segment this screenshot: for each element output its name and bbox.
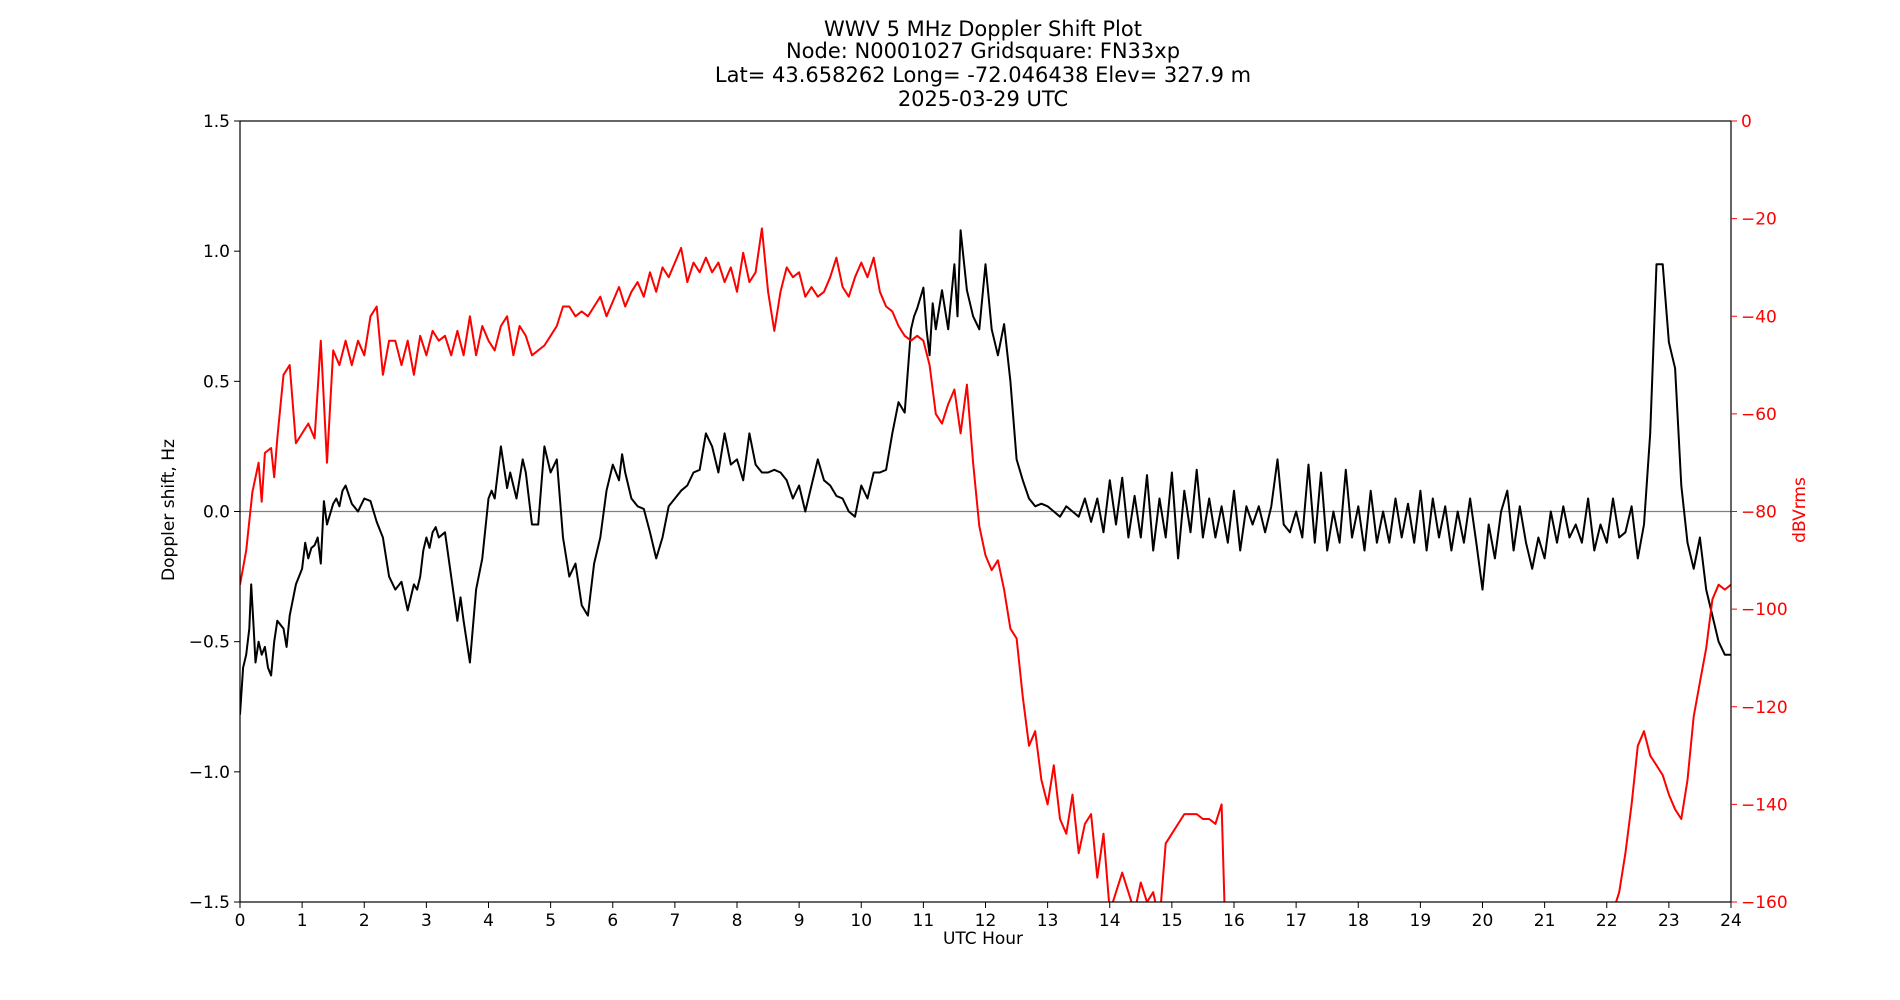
y-left-tick-label: 0.0 (203, 503, 230, 523)
x-tick-label: 8 (732, 911, 743, 931)
x-tick-label: 19 (1410, 911, 1432, 931)
x-tick-label: 22 (1596, 911, 1618, 931)
x-axis-label: UTC Hour (943, 929, 1023, 949)
x-tick-label: 15 (1161, 911, 1183, 931)
x-tick-label: 9 (794, 911, 805, 931)
y-left-tick-label: −1.0 (189, 763, 230, 783)
x-tick-label: 20 (1472, 911, 1494, 931)
x-tick-label: 2 (359, 911, 370, 931)
x-tick-label: 1 (297, 911, 308, 931)
chart-title: WWV 5 MHz Doppler Shift Plot Node: N0001… (715, 17, 1251, 111)
x-tick-label: 12 (975, 911, 997, 931)
x-tick-label: 17 (1285, 911, 1307, 931)
y-right-tick-label: −140 (1741, 795, 1788, 815)
y-axis-label-right: dBVrms (1790, 477, 1810, 543)
x-tick-label: 5 (545, 911, 556, 931)
x-tick-label: 23 (1658, 911, 1680, 931)
y-axis-left: 1.5 1.0 0.5 0.0 −0.5 −1.0 −1.5 (189, 112, 240, 913)
y-right-tick-label: −60 (1741, 405, 1777, 425)
y-right-tick-label: −120 (1741, 698, 1788, 718)
x-tick-label: 18 (1347, 911, 1369, 931)
y-axis-right: 0 −20 −40 −60 −80 −100 −120 −140 −160 (1731, 112, 1788, 913)
x-tick-label: 16 (1223, 911, 1245, 931)
chart-title-line-2: Node: N0001027 Gridsquare: FN33xp (786, 39, 1180, 63)
y-right-tick-label: 0 (1741, 112, 1752, 132)
y-left-tick-label: −0.5 (189, 633, 230, 653)
y-left-tick-label: 1.5 (203, 112, 230, 132)
x-tick-label: 7 (669, 911, 680, 931)
chart-title-line-1: WWV 5 MHz Doppler Shift Plot (824, 17, 1142, 41)
series-layer (240, 227, 1731, 902)
y-right-tick-label: −80 (1741, 503, 1777, 523)
x-tick-label: 4 (483, 911, 494, 931)
y-right-tick-label: −20 (1741, 210, 1777, 230)
x-tick-label: 11 (913, 911, 935, 931)
x-tick-label: 13 (1037, 911, 1059, 931)
x-tick-label: 10 (850, 911, 872, 931)
chart-title-line-4: 2025-03-29 UTC (898, 87, 1068, 111)
y-right-tick-label: −160 (1741, 893, 1788, 913)
signal-power-series-1 (240, 227, 1226, 902)
x-tick-label: 6 (607, 911, 618, 931)
chart-title-line-3: Lat= 43.658262 Long= -72.046438 Elev= 32… (715, 63, 1251, 87)
y-left-tick-label: 1.0 (203, 242, 230, 262)
y-left-tick-label: 0.5 (203, 372, 230, 392)
y-axis-label-left: Doppler shift, Hz (159, 439, 179, 581)
y-right-tick-label: −100 (1741, 600, 1788, 620)
y-right-tick-label: −40 (1741, 307, 1777, 327)
doppler-shift-series-0 (240, 229, 1731, 715)
x-tick-label: 0 (235, 911, 246, 931)
plot-area (239, 120, 1732, 903)
x-tick-label: 21 (1534, 911, 1556, 931)
x-tick-label: 24 (1720, 911, 1742, 931)
x-tick-label: 3 (421, 911, 432, 931)
x-axis: 0 1 2 3 4 5 6 7 8 9 10 11 12 13 14 15 16 17 18 19 20 21 22 23 24 (235, 902, 1742, 931)
signal-power-series-2 (1615, 583, 1731, 902)
x-tick-label: 14 (1099, 911, 1121, 931)
y-left-tick-label: −1.5 (189, 893, 230, 913)
